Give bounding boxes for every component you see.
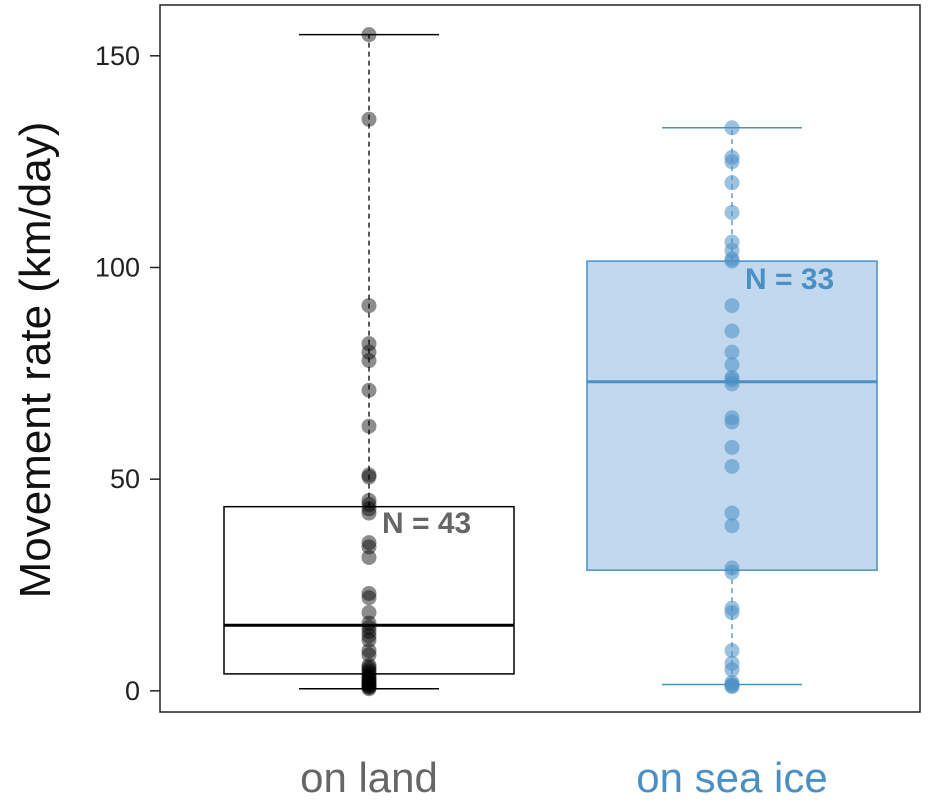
data-point-0-37 [361,675,377,691]
data-point-0-7 [361,418,377,434]
data-point-0-38 [361,676,377,692]
data-point-0-23 [361,628,377,644]
data-point-0-29 [361,662,377,678]
data-point-1-21 [724,518,740,534]
data-point-0-31 [361,666,377,682]
data-point-0-28 [361,660,377,676]
data-point-0-19 [361,605,377,621]
data-point-0-15 [361,539,377,555]
data-point-1-20 [724,505,740,521]
data-point-0-35 [361,672,377,688]
data-point-0-11 [361,497,377,513]
y-axis: 0 50 100 150 [95,41,160,706]
data-point-0-9 [361,469,377,485]
x-category-label: on sea ice [636,754,827,801]
data-point-1-19 [724,458,740,474]
data-point-1-23 [724,564,740,580]
data-point-0-33 [361,670,377,686]
box-groups: N = 43 on land N = 33 on sea ice [223,27,878,801]
data-point-1-11 [724,344,740,360]
data-point-0-25 [361,643,377,659]
data-point-1-2 [724,154,740,170]
data-point-0-5 [361,353,377,369]
y-tick-label-50: 50 [110,464,140,494]
data-point-1-12 [724,357,740,373]
data-point-0-22 [361,624,377,640]
data-point-1-28 [724,662,740,678]
data-point-1-18 [724,439,740,455]
data-point-0-27 [361,657,377,673]
data-point-0-4 [361,344,377,360]
data-point-1-9 [724,298,740,314]
data-point-0-6 [361,382,377,398]
data-point-0-14 [361,535,377,551]
y-tick-label-150: 150 [95,41,140,71]
data-point-0-30 [361,664,377,680]
box-group-0: N = 43 on land [223,27,515,801]
data-point-1-10 [724,323,740,339]
data-point-1-4 [724,204,740,220]
data-point-0-12 [361,501,377,517]
data-point-0-41 [361,679,377,695]
data-point-0-10 [361,492,377,508]
data-point-0-13 [361,505,377,521]
data-point-0-26 [361,647,377,663]
data-point-0-20 [361,615,377,631]
x-category-label: on land [300,754,438,801]
data-point-0-8 [361,467,377,483]
data-point-0-17 [361,585,377,601]
data-point-0-1 [361,111,377,127]
data-point-0-34 [361,671,377,687]
plot-frame [159,4,921,713]
n-label: N = 33 [745,263,834,296]
data-point-0-36 [361,674,377,690]
data-point-0-18 [361,590,377,606]
data-point-1-3 [724,175,740,191]
data-point-1-17 [724,414,740,430]
data-point-1-0 [724,120,740,136]
n-label: N = 43 [382,507,471,540]
data-point-0-0 [361,27,377,43]
data-point-1-25 [724,605,740,621]
data-point-1-26 [724,643,740,659]
data-point-0-24 [361,632,377,648]
y-tick-label-0: 0 [125,676,140,706]
data-point-0-2 [361,298,377,314]
data-point-1-8 [724,253,740,269]
data-point-0-42 [361,681,377,697]
data-point-0-21 [361,619,377,635]
box-group-1: N = 33 on sea ice [586,120,878,801]
data-point-0-39 [361,678,377,694]
y-axis-label: Movement rate (km/day) [11,122,60,599]
data-point-0-32 [361,668,377,684]
data-point-1-32 [724,679,740,695]
data-point-0-16 [361,549,377,565]
y-tick-label-100: 100 [95,252,140,282]
data-point-1-15 [724,376,740,392]
data-point-0-40 [361,679,377,695]
data-point-0-3 [361,336,377,352]
